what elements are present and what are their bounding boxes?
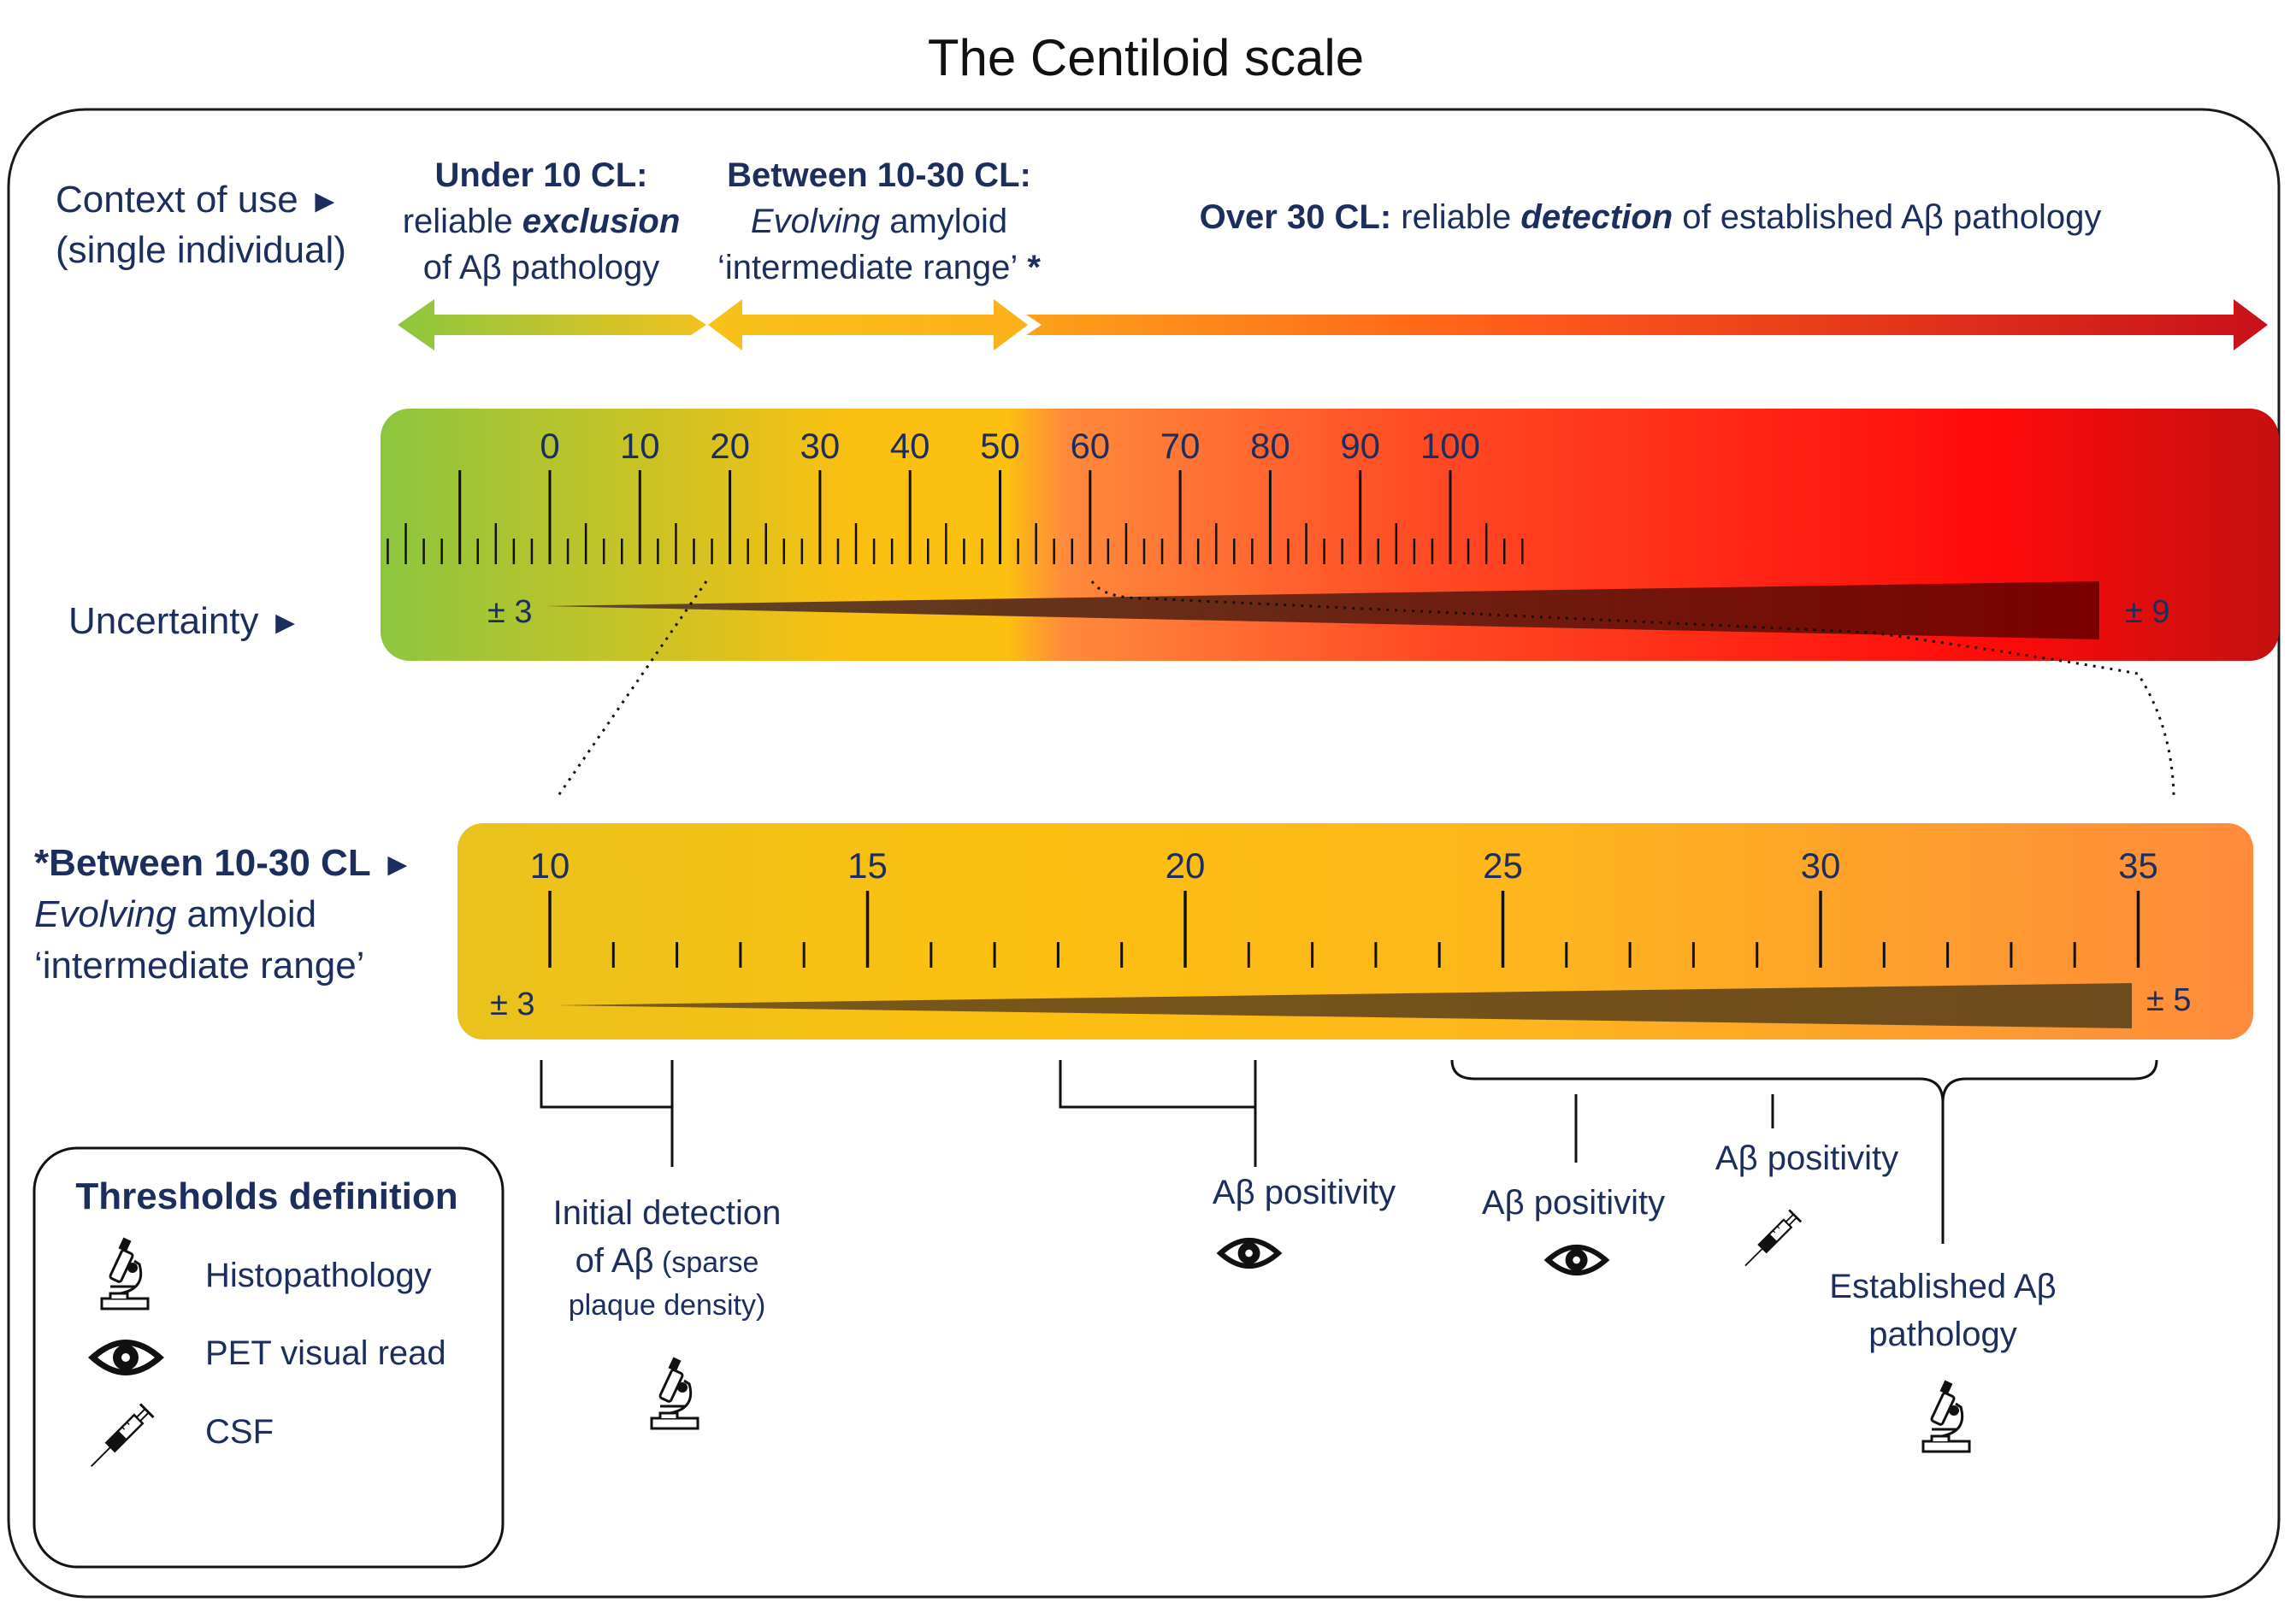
eye-icon — [1543, 1244, 1610, 1276]
microscope-icon — [650, 1356, 699, 1430]
top-scale-label: 40 — [890, 426, 930, 466]
zoom-unc-right: ± 5 — [2146, 982, 2192, 1018]
zoom-scale-labels: 10 15 20 25 30 35 — [530, 845, 2158, 886]
legend-label-pet: PET visual read — [205, 1334, 446, 1372]
zoom-connector-left — [554, 580, 708, 800]
zoom-scale-ticks — [548, 891, 2140, 968]
top-scale-label: 70 — [1160, 426, 1201, 466]
top-scale-label: 30 — [800, 426, 841, 466]
legend-title: Thresholds definition — [75, 1175, 457, 1217]
legend-box — [32, 1146, 505, 1569]
svg-text:plaque density): plaque density) — [569, 1289, 766, 1322]
threshold-initial-detection: Initial detection of Aβ (sparse plaque d… — [553, 1194, 782, 1322]
top-scale-label: 80 — [1250, 426, 1290, 466]
svg-text:pathology: pathology — [1868, 1316, 2016, 1353]
top-scale-labels: 0 10 20 30 40 50 60 70 80 90 100 — [540, 426, 1480, 466]
top-scale-label: 20 — [710, 426, 750, 466]
uncertainty-label: Uncertainty ► — [68, 600, 301, 642]
eye-icon — [1216, 1237, 1283, 1269]
zoom-scale-label: 20 — [1166, 845, 1206, 886]
threshold-pet26-label: Aβ positivity — [1482, 1184, 1665, 1222]
under10-description: Under 10 CL: reliable exclusion of Aβ pa… — [403, 156, 681, 286]
legend-label-csf: CSF — [205, 1413, 274, 1451]
top-scale-label: 100 — [1420, 426, 1480, 466]
zoom-range-label: *Between 10-30 CL ► Evolving amyloid ‘in… — [34, 842, 414, 987]
top-unc-right: ± 9 — [2125, 594, 2170, 630]
top-scale-label: 60 — [1070, 426, 1110, 466]
zoom-connector-right — [1090, 580, 2175, 796]
top-uncertainty-wedge — [545, 581, 2099, 639]
syringe-icon — [1740, 1209, 1803, 1273]
svg-text:Evolving amyloid: Evolving amyloid — [751, 203, 1007, 240]
legend-label-histopathology: Histopathology — [205, 1257, 432, 1294]
svg-text:Under 10 CL:: Under 10 CL: — [435, 156, 648, 194]
svg-text:‘intermediate range’ *: ‘intermediate range’ * — [717, 249, 1041, 286]
threshold-pet20-label: Aβ positivity — [1213, 1174, 1396, 1211]
svg-text:Established Aβ: Established Aβ — [1829, 1268, 2056, 1305]
zoom-unc-left: ± 3 — [490, 987, 535, 1022]
context-of-use-label: Context of use ► (single individual) — [56, 179, 346, 271]
zoom-scale-label: 30 — [1801, 845, 1841, 886]
microscope-icon — [100, 1236, 150, 1310]
zoom-scale-label: 35 — [2118, 845, 2158, 886]
zoom-scale-label: 10 — [530, 845, 570, 886]
svg-text:*Between 10-30 CL ►: *Between 10-30 CL ► — [34, 842, 414, 884]
top-scale-label: 0 — [540, 426, 559, 466]
zoom-scale-label: 15 — [847, 845, 888, 886]
zoom-uncertainty-wedge — [556, 983, 2132, 1028]
top-scale-ticks — [387, 470, 1524, 564]
svg-text:Over 30 CL: reliable detection: Over 30 CL: reliable detection of establ… — [1200, 198, 2102, 236]
svg-text:(single individual): (single individual) — [56, 229, 346, 271]
svg-text:‘intermediate range’: ‘intermediate range’ — [34, 945, 364, 987]
top-unc-left: ± 3 — [487, 594, 533, 630]
threshold-brackets — [540, 1059, 2158, 1244]
svg-text:of Aβ pathology: of Aβ pathology — [423, 249, 660, 286]
figure-title: The Centiloid scale — [928, 29, 1364, 86]
top-scale-label: 90 — [1340, 426, 1380, 466]
syringe-icon — [86, 1402, 156, 1473]
svg-text:of Aβ (sparse: of Aβ (sparse — [575, 1242, 759, 1280]
svg-text:Initial detection: Initial detection — [553, 1194, 782, 1232]
svg-text:Context of use ►: Context of use ► — [56, 179, 341, 221]
zoom-scale-label: 25 — [1483, 845, 1523, 886]
over30-arrow — [1026, 299, 2268, 350]
under10-arrow — [398, 299, 706, 350]
svg-text:reliable exclusion: reliable exclusion — [403, 203, 681, 240]
threshold-csf-label: Aβ positivity — [1715, 1140, 1898, 1177]
microscope-icon — [1921, 1379, 1971, 1453]
eye-icon — [88, 1340, 164, 1375]
top-scale-label: 10 — [620, 426, 660, 466]
svg-text:Between 10-30 CL:: Between 10-30 CL: — [727, 156, 1031, 194]
between-description: Between 10-30 CL: Evolving amyloid ‘inte… — [717, 156, 1041, 286]
top-scale-label: 50 — [980, 426, 1020, 466]
over30-description: Over 30 CL: reliable detection of establ… — [1200, 198, 2102, 236]
between-arrow — [708, 299, 1028, 350]
threshold-established: Established Aβ pathology — [1829, 1268, 2056, 1353]
zoom-scale-bar — [457, 823, 2253, 1040]
svg-text:Evolving amyloid: Evolving amyloid — [34, 893, 316, 935]
outer-frame — [7, 108, 2281, 1599]
